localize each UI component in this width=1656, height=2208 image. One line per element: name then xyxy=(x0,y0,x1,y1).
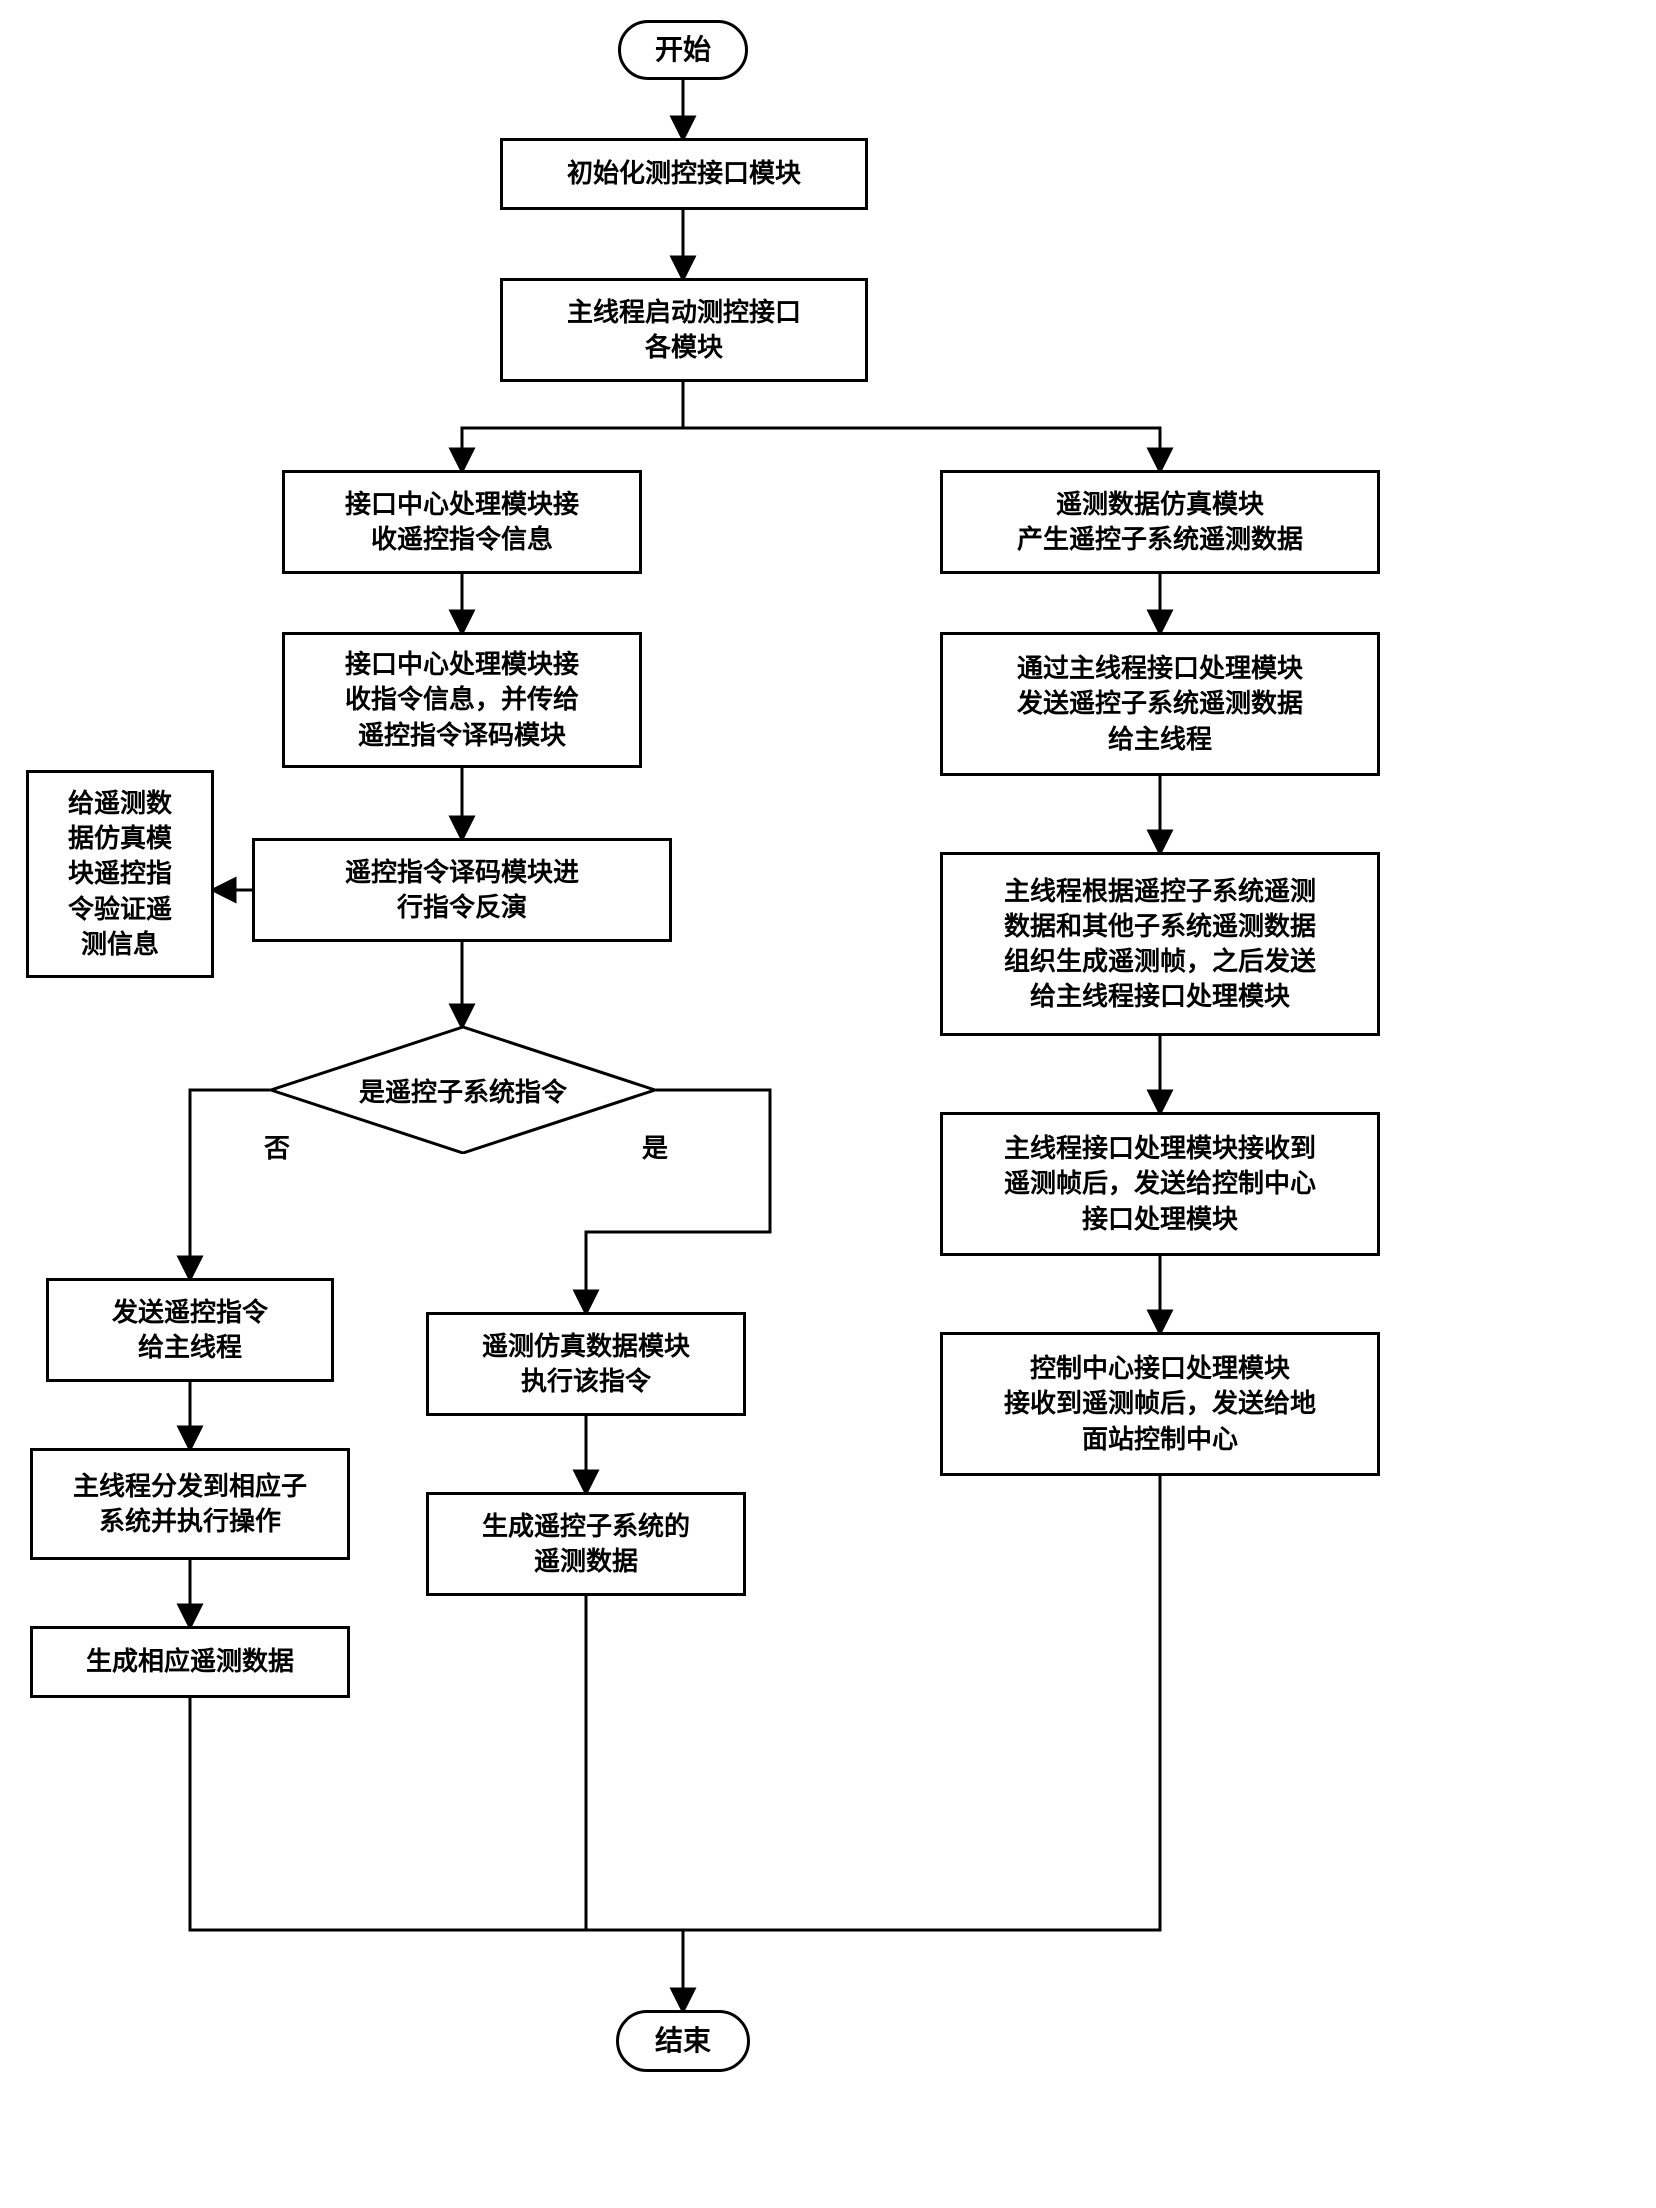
process-n_l2: 主线程分发到相应子系统并执行操作 xyxy=(30,1448,350,1560)
edge-d1-to-n_l1 xyxy=(190,1090,270,1278)
terminator-end: 结束 xyxy=(616,2010,750,2072)
process-n_r5: 控制中心接口处理模块接收到遥测帧后，发送给地面站控制中心 xyxy=(940,1332,1380,1476)
edge-n_r5-to-join xyxy=(683,1476,1160,1930)
process-n_r2: 通过主线程接口处理模块发送遥控子系统遥测数据给主线程 xyxy=(940,632,1380,776)
process-n_r3: 主线程根据遥控子系统遥测数据和其他子系统遥测数据组织生成遥测帧，之后发送给主线程… xyxy=(940,852,1380,1036)
process-n_launch: 主线程启动测控接口各模块 xyxy=(500,278,868,382)
process-n_l3: 生成相应遥测数据 xyxy=(30,1626,350,1698)
process-n_init: 初始化测控接口模块 xyxy=(500,138,868,210)
branch-label-yes: 是 xyxy=(638,1128,672,1165)
decision-label: 是遥控子系统指令 xyxy=(270,1026,656,1154)
process-n_r1: 遥测数据仿真模块产生遥控子系统遥测数据 xyxy=(940,470,1380,574)
process-n_side: 给遥测数据仿真模块遥控指令验证遥测信息 xyxy=(26,770,214,978)
process-n_recv: 接口中心处理模块接收遥控指令信息 xyxy=(282,470,642,574)
edge-split-to-n_recv xyxy=(462,428,683,470)
process-n_fwd: 接口中心处理模块接收指令信息，并传给遥控指令译码模块 xyxy=(282,632,642,768)
terminator-start: 开始 xyxy=(618,20,748,80)
process-n_m2: 生成遥控子系统的遥测数据 xyxy=(426,1492,746,1596)
process-n_m1: 遥测仿真数据模块执行该指令 xyxy=(426,1312,746,1416)
process-n_decode: 遥控指令译码模块进行指令反演 xyxy=(252,838,672,942)
process-n_l1: 发送遥控指令给主线程 xyxy=(46,1278,334,1382)
decision-d1: 是遥控子系统指令 xyxy=(270,1026,656,1154)
edge-n_l3-to-join xyxy=(190,1698,683,1930)
branch-label-no: 否 xyxy=(260,1128,294,1165)
process-n_r4: 主线程接口处理模块接收到遥测帧后，发送给控制中心接口处理模块 xyxy=(940,1112,1380,1256)
edge-split-to-n_r1 xyxy=(683,428,1160,470)
